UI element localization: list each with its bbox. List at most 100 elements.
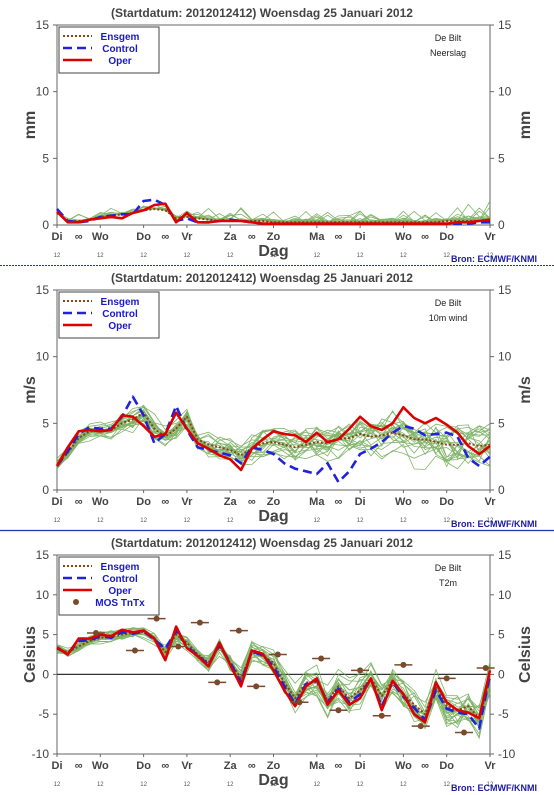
- y-tick-label-left: 0: [42, 667, 49, 681]
- x-axis-label: Dag: [258, 508, 288, 525]
- x-sub-label: 12: [140, 782, 147, 788]
- x-sub-label: 12: [227, 782, 234, 788]
- x-sub-label: 12: [357, 253, 364, 259]
- chart-title: (Startdatum: 2012012412) Woensdag 25 Jan…: [111, 536, 413, 550]
- y-tick-label-right: 5: [498, 151, 505, 165]
- x-halfday-marker: ∞: [161, 760, 169, 772]
- x-tick-label: Do: [439, 231, 454, 243]
- ensemble-member-line: [56, 410, 491, 468]
- mos-marker-dot: [318, 655, 325, 662]
- legend-label: MOS TnTx: [95, 598, 145, 609]
- legend-label: Control: [102, 309, 138, 320]
- x-sub-label: 12: [487, 782, 494, 788]
- x-sub-label: 12: [54, 253, 61, 259]
- y-tick-label-left: 5: [42, 416, 49, 430]
- x-tick-label: Di: [52, 760, 63, 772]
- x-sub-label: 12: [443, 518, 450, 524]
- y-tick-label-left: 5: [42, 151, 49, 165]
- x-tick-label: Wo: [395, 760, 412, 772]
- legend-label: Ensgem: [101, 32, 140, 43]
- x-tick-label: Wo: [92, 760, 109, 772]
- mos-marker-dot: [153, 615, 160, 622]
- y-tick-label-right: 15: [498, 18, 512, 32]
- x-sub-label: 12: [184, 518, 191, 524]
- x-sub-label: 12: [54, 518, 61, 524]
- y-tick-label-left: 5: [42, 628, 49, 642]
- series-line-control: [55, 395, 491, 484]
- chart-panel-1: (Startdatum: 2012012412) Woensdag 25 Jan…: [22, 6, 537, 264]
- mos-marker-dot: [417, 723, 424, 730]
- y-tick-label-right: -10: [498, 747, 516, 761]
- y-tick-label-left: 15: [36, 18, 50, 32]
- y-tick-label-left: 0: [42, 483, 49, 497]
- mos-marker-dot: [214, 679, 221, 686]
- source-label: Bron: ECMWF/KNMI: [451, 783, 537, 793]
- x-tick-label: Do: [439, 760, 454, 772]
- y-tick-label-left: 10: [36, 588, 50, 602]
- x-tick-label: Wo: [395, 496, 412, 508]
- mos-marker-dot: [131, 647, 138, 654]
- x-halfday-marker: ∞: [421, 231, 429, 243]
- x-tick-label: Za: [224, 760, 238, 772]
- x-tick-label: Do: [136, 760, 151, 772]
- x-halfday-marker: ∞: [248, 496, 256, 508]
- y-axis-label-left: m/s: [22, 376, 39, 404]
- ensemble-member-line: [56, 409, 491, 467]
- source-label: Bron: ECMWF/KNMI: [451, 519, 537, 529]
- x-tick-label: Zo: [267, 231, 281, 243]
- x-halfday-marker: ∞: [421, 496, 429, 508]
- chart-panel-2: (Startdatum: 2012012412) Woensdag 25 Jan…: [22, 271, 537, 529]
- x-halfday-marker: ∞: [161, 231, 169, 243]
- variable-label: 10m wind: [429, 313, 468, 323]
- legend-label: Control: [102, 44, 138, 55]
- mos-marker-dot: [378, 712, 385, 719]
- x-halfday-marker: ∞: [248, 760, 256, 772]
- legend-label: Ensgem: [101, 562, 140, 573]
- x-sub-label: 12: [140, 518, 147, 524]
- y-tick-label-right: 5: [498, 628, 505, 642]
- ensemble-member-line: [56, 407, 491, 462]
- location-label: De Bilt: [435, 563, 462, 573]
- x-tick-label: Do: [136, 496, 151, 508]
- y-tick-label-right: 15: [498, 283, 512, 297]
- x-sub-label: 12: [400, 782, 407, 788]
- x-sub-label: 12: [443, 253, 450, 259]
- legend-label: Oper: [108, 56, 131, 67]
- y-tick-label-left: -5: [38, 707, 49, 721]
- x-tick-label: Vr: [181, 760, 193, 772]
- x-tick-label: Di: [52, 231, 63, 243]
- series-line-oper: [55, 406, 491, 472]
- x-sub-label: 12: [313, 518, 320, 524]
- y-tick-label-right: 0: [498, 218, 505, 232]
- chart-panel-3: (Startdatum: 2012012412) Woensdag 25 Jan…: [22, 536, 537, 793]
- mos-marker-dot: [196, 619, 203, 626]
- x-halfday-marker: ∞: [161, 496, 169, 508]
- x-tick-label: Wo: [92, 231, 109, 243]
- y-tick-label-left: 10: [36, 350, 50, 364]
- x-tick-label: Vr: [181, 231, 193, 243]
- ensemble-member-line: [56, 420, 491, 464]
- y-axis-label-right: Celsius: [517, 626, 534, 683]
- y-tick-label-right: 15: [498, 548, 512, 562]
- x-tick-label: Vr: [484, 231, 496, 243]
- x-sub-label: 12: [97, 518, 104, 524]
- x-sub-label: 12: [357, 782, 364, 788]
- mos-marker-dot: [253, 683, 260, 690]
- legend-label: Control: [102, 574, 138, 585]
- series-line-ensgem: [56, 631, 491, 720]
- mos-marker-dot: [296, 699, 303, 706]
- y-tick-label-right: 10: [498, 350, 512, 364]
- x-halfday-marker: ∞: [75, 760, 83, 772]
- y-tick-label-right: 0: [498, 483, 505, 497]
- series-line-control: [56, 629, 492, 730]
- x-tick-label: Vr: [181, 496, 193, 508]
- x-tick-label: Di: [355, 231, 366, 243]
- x-sub-label: 12: [184, 782, 191, 788]
- y-tick-label-left: 10: [36, 85, 50, 99]
- legend-label: Oper: [108, 586, 131, 597]
- mos-markers: [86, 615, 495, 736]
- x-sub-label: 12: [400, 253, 407, 259]
